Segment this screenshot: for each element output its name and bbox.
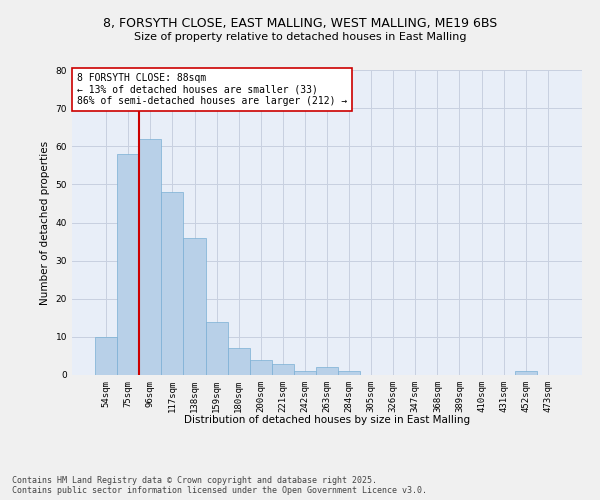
Bar bbox=[161, 192, 184, 375]
Text: Size of property relative to detached houses in East Malling: Size of property relative to detached ho… bbox=[134, 32, 466, 42]
Text: 8 FORSYTH CLOSE: 88sqm
← 13% of detached houses are smaller (33)
86% of semi-det: 8 FORSYTH CLOSE: 88sqm ← 13% of detached… bbox=[77, 73, 347, 106]
X-axis label: Distribution of detached houses by size in East Malling: Distribution of detached houses by size … bbox=[184, 415, 470, 425]
Bar bbox=[294, 371, 316, 375]
Bar bbox=[95, 337, 117, 375]
Bar bbox=[250, 360, 272, 375]
Bar bbox=[338, 371, 360, 375]
Bar bbox=[272, 364, 294, 375]
Text: 8, FORSYTH CLOSE, EAST MALLING, WEST MALLING, ME19 6BS: 8, FORSYTH CLOSE, EAST MALLING, WEST MAL… bbox=[103, 18, 497, 30]
Bar bbox=[184, 238, 206, 375]
Bar bbox=[227, 348, 250, 375]
Y-axis label: Number of detached properties: Number of detached properties bbox=[40, 140, 50, 304]
Bar bbox=[139, 138, 161, 375]
Text: Contains HM Land Registry data © Crown copyright and database right 2025.
Contai: Contains HM Land Registry data © Crown c… bbox=[12, 476, 427, 495]
Bar bbox=[117, 154, 139, 375]
Bar bbox=[206, 322, 227, 375]
Bar bbox=[515, 371, 537, 375]
Bar bbox=[316, 368, 338, 375]
